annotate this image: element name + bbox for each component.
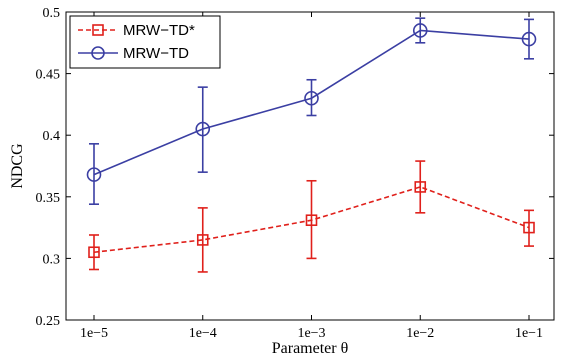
series-layer <box>86 17 537 273</box>
x-tick-label: 1e−2 <box>406 326 434 341</box>
x-tick-label: 1e−3 <box>297 326 325 341</box>
y-axis-label: NDCG <box>9 143 26 189</box>
data-point-square <box>523 221 535 234</box>
data-point-square <box>414 181 427 193</box>
y-tick-label: 0.25 <box>36 314 61 329</box>
x-tick-label: 1e−4 <box>189 326 217 341</box>
legend-marker-circle <box>91 46 105 60</box>
x-tick-label: 1e−5 <box>80 326 108 341</box>
legend-label-mrw-td-star: MRW−TD* <box>123 22 195 39</box>
y-tick-label: 0.35 <box>36 191 61 206</box>
data-point-circle <box>86 167 102 182</box>
data-point-circle <box>195 121 211 137</box>
legend: MRW−TD* MRW−TD <box>69 15 221 69</box>
data-point-square <box>305 214 318 227</box>
y-tick-label: 0.4 <box>43 129 61 144</box>
data-point-square <box>196 234 209 246</box>
data-point-circle <box>304 90 319 106</box>
plot-frame <box>65 11 555 321</box>
data-point-circle <box>521 31 537 47</box>
data-point-square <box>88 246 100 259</box>
legend-label-mrw-td: MRW−TD <box>123 45 189 62</box>
y-tick-label: 0.45 <box>36 68 61 83</box>
x-axis-label: Parameter θ <box>272 340 349 357</box>
y-tick-label: 0.5 <box>43 6 61 21</box>
axis-ticks: 0.25 0.3 0.35 0.4 0.45 0.5 1e−5 1e−4 1e−3 1e−2 1e−… <box>36 6 554 341</box>
data-point-circle <box>412 23 428 38</box>
x-tick-label: 1e−1 <box>515 326 543 341</box>
legend-marker-square <box>92 24 104 36</box>
y-tick-label: 0.3 <box>43 252 61 267</box>
